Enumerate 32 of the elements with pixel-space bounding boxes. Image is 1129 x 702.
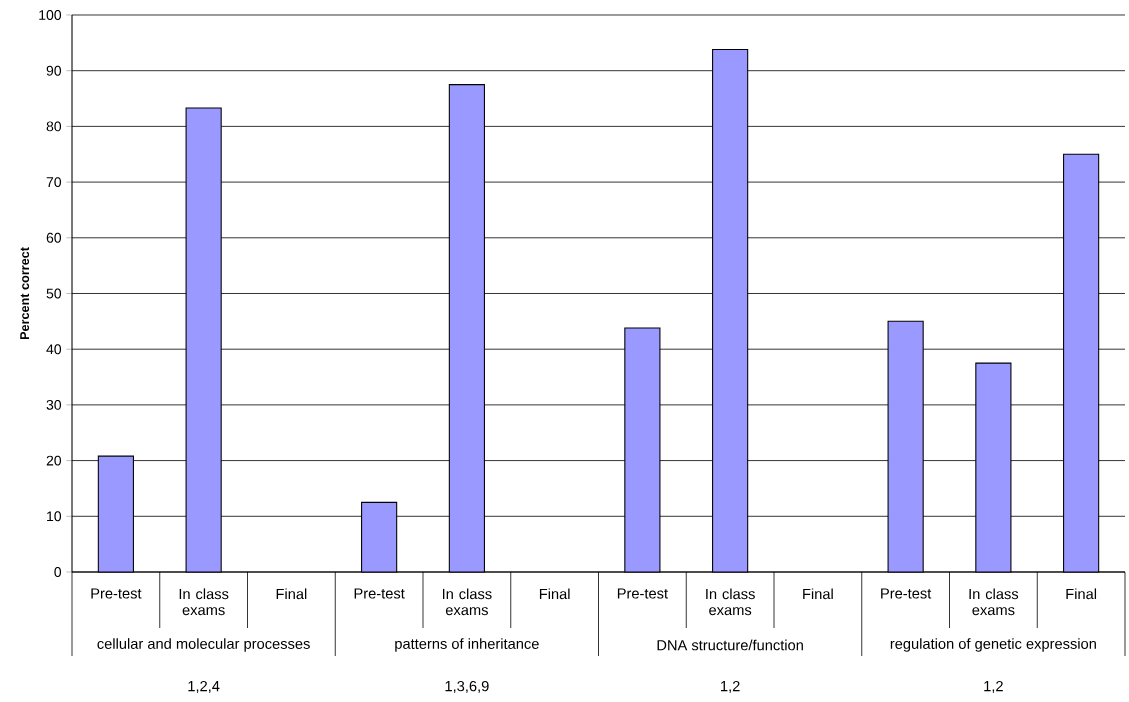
y-axis-title: Percent correct: [20, 247, 30, 340]
x-tick-label: In class exams: [706, 588, 755, 616]
y-tick-label: 100: [39, 10, 62, 20]
y-tick-label: 10: [47, 511, 62, 522]
x-tick-label: In class exams: [969, 588, 1019, 616]
text: DNA structure/function: [657, 639, 803, 651]
x-tick-label: In class exams: [179, 588, 229, 616]
x-tick-label: Pre-test: [881, 588, 932, 599]
y-tick-label: 60: [46, 232, 62, 243]
x-tick-label: Final: [276, 588, 307, 600]
text: patterns of inheritance: [395, 638, 539, 652]
x-tick-label: Final: [803, 588, 833, 600]
x-tick-label: In class exams: [442, 588, 492, 616]
text: 1,2: [721, 680, 740, 694]
y-tick-label: 20: [46, 455, 62, 466]
x-tick-label: Pre-test: [354, 588, 405, 599]
y-tick-label: 70: [46, 177, 62, 188]
y-tick-label: 50: [46, 288, 62, 299]
text: regulation of genetic expression: [890, 638, 1096, 652]
x-tick-label: Final: [539, 588, 570, 600]
y-tick-label: 30: [46, 399, 62, 410]
text: 1,3,6,9: [445, 680, 489, 694]
y-tick-label: 40: [46, 344, 62, 355]
x-tick-label: Pre-test: [91, 588, 142, 599]
text: 1,2: [984, 680, 1003, 694]
y-tick-label: 80: [46, 121, 62, 132]
text: cellular and molecular processes: [97, 638, 310, 652]
text: 1,2,4: [188, 680, 220, 694]
y-tick-label: 0: [54, 567, 62, 577]
y-tick-label: 90: [46, 65, 62, 76]
x-tick-label: Pre-test: [617, 588, 668, 599]
x-tick-label: Final: [1066, 588, 1097, 600]
